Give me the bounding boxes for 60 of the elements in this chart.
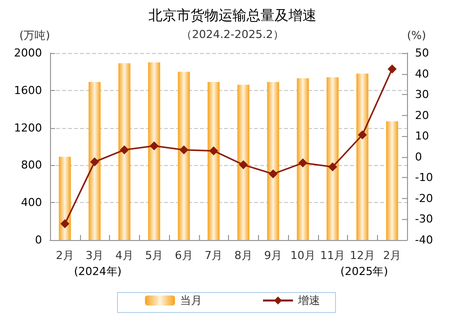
point: [150, 141, 159, 150]
point: [179, 145, 188, 154]
y-tick-label: 0: [35, 234, 42, 246]
y-tick-label: 1200: [14, 121, 42, 134]
point: [268, 169, 278, 178]
point: [298, 158, 308, 168]
x-tick-label: 8月: [234, 249, 252, 262]
chart-subtitle: （2024.2-2025.2）: [181, 28, 284, 41]
y2-tick-label: -40: [415, 234, 433, 246]
bar: [386, 121, 398, 240]
chart-title: 北京市货物运输总量及增速: [148, 8, 316, 24]
point: [60, 219, 70, 228]
point: [388, 64, 397, 74]
x-tick-label: 9月: [264, 249, 282, 262]
point: [90, 157, 100, 166]
x-tick-label: 3月: [86, 249, 104, 262]
y2-tick-label: 10: [415, 130, 429, 143]
point: [120, 145, 129, 154]
x-tick-label: 12月: [350, 249, 375, 262]
y2-tick-label: -10: [415, 171, 433, 184]
bar: [148, 62, 160, 240]
x-tick-label: 7月: [204, 249, 223, 262]
y2-tick-label: 0: [415, 150, 422, 164]
y-tick-label: 2000: [14, 46, 42, 60]
y2-tick-label: 40: [415, 67, 429, 80]
y-tick-label: 800: [21, 158, 42, 172]
y-tick-label: 1600: [14, 84, 42, 97]
point: [238, 160, 248, 170]
bar: [208, 82, 220, 240]
y2-tick-label: 30: [415, 88, 429, 102]
bar: [267, 82, 280, 240]
y2-tick-label: 50: [415, 46, 429, 60]
legend-label: 当月: [180, 294, 202, 307]
x-tick-label: 4月: [115, 249, 134, 262]
bar: [296, 78, 309, 240]
x-tick-label: 5月: [145, 249, 164, 262]
point: [328, 162, 338, 172]
x-tick-label: 11月: [320, 249, 346, 262]
bar: [356, 74, 368, 240]
bar: [237, 84, 250, 240]
y-tick-label: 400: [21, 196, 42, 210]
point: [358, 130, 367, 140]
bar: [178, 72, 190, 240]
bar: [58, 156, 71, 240]
text: (2025年): [340, 265, 388, 278]
y2-tick-label: 20: [415, 108, 429, 122]
x-tick-label: 10月: [290, 249, 316, 262]
x-tick-label: 2月: [56, 249, 74, 262]
y2-axis-title: (%): [407, 29, 426, 42]
y-axis-title: (万吨): [19, 29, 50, 42]
legend-label: 增速: [297, 294, 320, 307]
point: [209, 146, 218, 156]
bar: [118, 63, 130, 240]
text: (2024年): [74, 265, 122, 278]
bar: [88, 82, 101, 240]
y2-tick-label: -30: [415, 212, 433, 226]
bar: [326, 77, 339, 240]
x-tick-label: 2月: [383, 249, 402, 262]
y2-tick-label: -20: [415, 192, 433, 205]
x-tick-label: 6月: [174, 249, 193, 262]
